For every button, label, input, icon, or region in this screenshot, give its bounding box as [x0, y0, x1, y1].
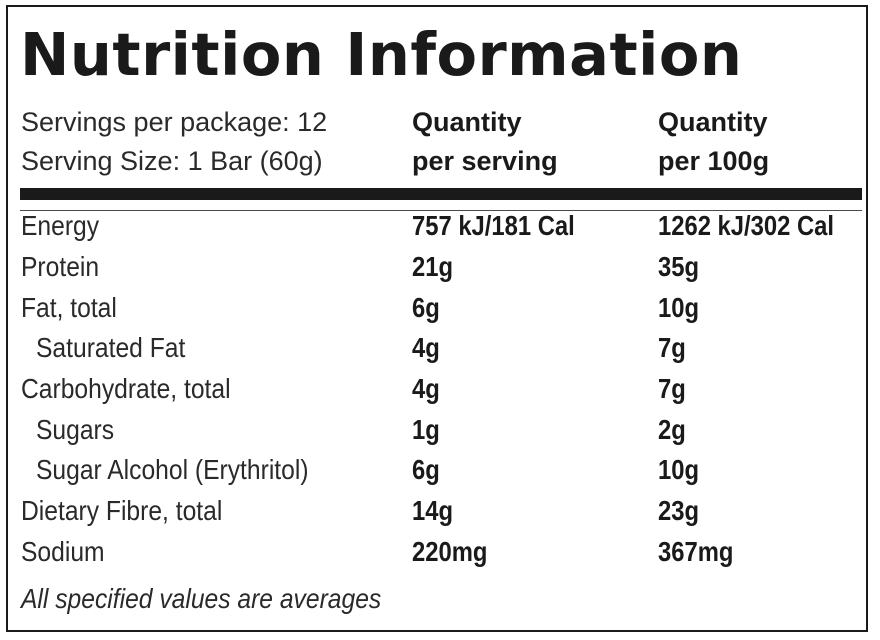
nutrient-row-sugar-alcohol: Sugar Alcohol (Erythritol) 6g 10g [8, 450, 870, 490]
nutrient-row-carbohydrate-total: Carbohydrate, total 4g 7g [8, 369, 870, 409]
value-per-serving: 6g [412, 454, 440, 485]
nutrient-label: Sugars [36, 414, 115, 445]
value-per-serving: 14g [412, 495, 454, 526]
nutrient-label: Saturated Fat [36, 332, 186, 363]
nutrient-row-protein: Protein 21g 35g [8, 247, 870, 287]
nutrient-label: Sugar Alcohol (Erythritol) [36, 454, 309, 485]
value-per-100g: 367mg [658, 536, 734, 567]
nutrient-row-energy: Energy 757 kJ/181 Cal 1262 kJ/302 Cal [8, 206, 870, 246]
column-header-per-serving-line1: Quantity [412, 107, 522, 137]
nutrient-row-sugars: Sugars 1g 2g [8, 410, 870, 450]
nutrient-label: Carbohydrate, total [21, 373, 231, 404]
value-per-100g: 35g [658, 251, 700, 282]
value-per-100g: 10g [658, 454, 700, 485]
header-divider-thick [20, 188, 862, 200]
nutrient-row-fat-total: Fat, total 6g 10g [8, 288, 870, 328]
value-per-100g: 23g [658, 495, 700, 526]
value-per-100g: 10g [658, 292, 700, 323]
nutrient-row-saturated-fat: Saturated Fat 4g 7g [8, 328, 870, 368]
value-per-serving: 4g [412, 332, 440, 363]
value-per-serving: 220mg [412, 536, 488, 567]
value-per-100g: 7g [658, 332, 686, 363]
serving-size: Serving Size: 1 Bar (60g) [21, 146, 323, 176]
servings-per-package: Servings per package: 12 [21, 107, 328, 137]
column-header-per-100g-line1: Quantity [658, 107, 768, 137]
nutrient-row-sodium: Sodium 220mg 367mg [8, 532, 870, 572]
nutrient-row-dietary-fibre: Dietary Fibre, total 14g 23g [8, 491, 870, 531]
value-per-serving: 1g [412, 414, 440, 445]
value-per-100g: 7g [658, 373, 686, 404]
column-header-per-serving-line2: per serving [412, 146, 558, 176]
nutrient-label: Dietary Fibre, total [21, 495, 223, 526]
header-divider-thin [20, 210, 862, 211]
value-per-100g: 1262 kJ/302 Cal [658, 210, 835, 241]
value-per-serving: 6g [412, 292, 440, 323]
panel-title: Nutrition Information [20, 20, 743, 89]
nutrition-panel: Nutrition Information Servings per packa… [6, 5, 868, 632]
nutrient-label: Sodium [21, 536, 105, 567]
nutrient-label: Energy [21, 210, 100, 241]
footnote: All specified values are averages [21, 583, 382, 614]
value-per-serving: 4g [412, 373, 440, 404]
value-per-serving: 757 kJ/181 Cal [412, 210, 575, 241]
value-per-100g: 2g [658, 414, 686, 445]
value-per-serving: 21g [412, 251, 454, 282]
column-header-per-100g-line2: per 100g [658, 146, 770, 176]
nutrient-label: Fat, total [21, 292, 117, 323]
nutrient-label: Protein [21, 251, 100, 282]
